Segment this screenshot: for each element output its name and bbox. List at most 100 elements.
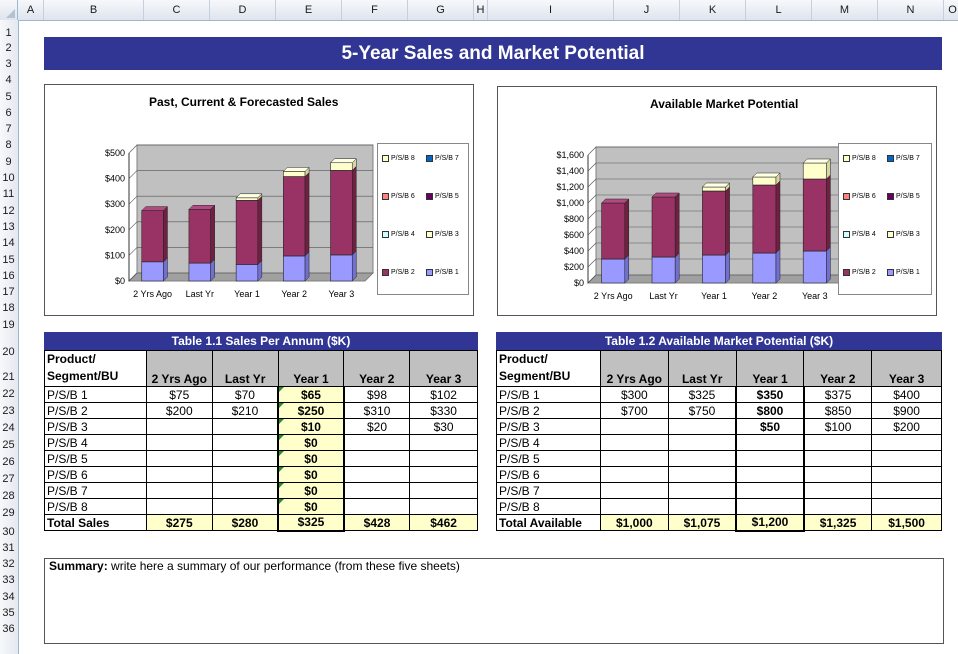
table-cell[interactable]: P/S/B 3: [44, 418, 147, 435]
row-header-8[interactable]: 8: [5, 139, 12, 151]
table-cell[interactable]: [667, 482, 737, 499]
row-header-35[interactable]: 35: [2, 607, 15, 619]
total-cell[interactable]: $428: [343, 514, 411, 531]
row-header-29[interactable]: 29: [2, 507, 15, 519]
table-cell[interactable]: [145, 498, 213, 515]
table-cell[interactable]: [211, 450, 279, 467]
table-cell[interactable]: $0: [277, 434, 345, 451]
column-header-E[interactable]: E: [276, 0, 342, 20]
column-header-G[interactable]: G: [408, 0, 474, 20]
row-header-3[interactable]: 3: [5, 58, 12, 70]
sales-chart[interactable]: Past, Current & Forecasted Sales $0 $100 $…: [44, 84, 474, 316]
table-cell[interactable]: [871, 434, 942, 451]
table-cell[interactable]: [211, 498, 279, 515]
table-cell[interactable]: $375: [803, 386, 873, 403]
table-cell[interactable]: $325: [667, 386, 737, 403]
table-cell[interactable]: P/S/B 5: [44, 450, 147, 467]
row-header-11[interactable]: 11: [2, 188, 15, 200]
table-cell[interactable]: $0: [277, 466, 345, 483]
table-cell[interactable]: [343, 482, 411, 499]
row-header-19[interactable]: 19: [2, 319, 15, 331]
table-cell[interactable]: [145, 434, 213, 451]
row-header-22[interactable]: 22: [2, 388, 15, 400]
market-chart[interactable]: Available Market Potential $0 $200 $400 $60…: [497, 86, 937, 316]
table-cell[interactable]: P/S/B 5: [496, 450, 601, 467]
table-cell[interactable]: P/S/B 1: [44, 386, 147, 403]
table-cell[interactable]: [803, 466, 873, 483]
table-cell[interactable]: P/S/B 6: [44, 466, 147, 483]
row-header-34[interactable]: 34: [2, 591, 15, 603]
table-cell[interactable]: $98: [343, 386, 411, 403]
table-cell[interactable]: $900: [871, 402, 942, 419]
table-cell[interactable]: $800: [735, 402, 805, 419]
table-cell[interactable]: $0: [277, 498, 345, 515]
row-header-26[interactable]: 26: [2, 456, 15, 468]
table-cell[interactable]: [735, 498, 805, 515]
row-header-6[interactable]: 6: [5, 107, 12, 119]
table-cell[interactable]: [599, 498, 669, 515]
total-cell[interactable]: Total Available: [496, 514, 601, 531]
table-cell[interactable]: [803, 450, 873, 467]
table-cell[interactable]: [871, 450, 942, 467]
table-cell[interactable]: [871, 498, 942, 515]
table-cell[interactable]: P/S/B 8: [44, 498, 147, 515]
table-cell[interactable]: $330: [409, 402, 478, 419]
table-cell[interactable]: $210: [211, 402, 279, 419]
table-cell[interactable]: P/S/B 2: [44, 402, 147, 419]
column-header-B[interactable]: B: [44, 0, 144, 20]
table-cell[interactable]: [409, 498, 478, 515]
row-header-4[interactable]: 4: [5, 74, 12, 86]
table-cell[interactable]: [599, 466, 669, 483]
table-cell[interactable]: [409, 434, 478, 451]
total-cell[interactable]: $325: [277, 514, 345, 532]
total-cell[interactable]: $275: [145, 514, 213, 531]
table-cell[interactable]: [343, 450, 411, 467]
table-cell[interactable]: $700: [599, 402, 669, 419]
table-cell[interactable]: $750: [667, 402, 737, 419]
table-cell[interactable]: [871, 466, 942, 483]
table-cell[interactable]: $100: [803, 418, 873, 435]
column-header-J[interactable]: J: [614, 0, 680, 20]
row-header-25[interactable]: 25: [2, 439, 15, 451]
table-cell[interactable]: P/S/B 6: [496, 466, 601, 483]
table-cell[interactable]: $65: [277, 386, 345, 403]
row-header-24[interactable]: 24: [2, 422, 15, 434]
row-header-17[interactable]: 17: [2, 286, 15, 298]
table-cell[interactable]: P/S/B 2: [496, 402, 601, 419]
row-header-12[interactable]: 12: [2, 205, 15, 217]
total-cell[interactable]: $280: [211, 514, 279, 531]
table-cell[interactable]: [599, 450, 669, 467]
table-cell[interactable]: $850: [803, 402, 873, 419]
table-cell[interactable]: [735, 450, 805, 467]
total-cell[interactable]: $1,000: [599, 514, 669, 531]
column-header-L[interactable]: L: [746, 0, 812, 20]
table-cell[interactable]: [735, 466, 805, 483]
row-header-2[interactable]: 2: [5, 42, 12, 54]
table-cell[interactable]: P/S/B 4: [496, 434, 601, 451]
table-cell[interactable]: [735, 482, 805, 499]
column-header-D[interactable]: D: [210, 0, 276, 20]
row-header-18[interactable]: 18: [2, 302, 15, 314]
table-cell[interactable]: [211, 434, 279, 451]
table-cell[interactable]: [803, 498, 873, 515]
total-cell[interactable]: $1,500: [871, 514, 942, 531]
row-header-10[interactable]: 10: [2, 172, 15, 184]
row-header-30[interactable]: 30: [2, 526, 15, 538]
table-cell[interactable]: $400: [871, 386, 942, 403]
row-header-15[interactable]: 15: [2, 254, 15, 266]
column-header-A[interactable]: A: [18, 0, 44, 20]
table-cell[interactable]: [667, 418, 737, 435]
table-cell[interactable]: [145, 482, 213, 499]
table-cell[interactable]: $310: [343, 402, 411, 419]
table-cell[interactable]: $75: [145, 386, 213, 403]
row-header-7[interactable]: 7: [5, 123, 12, 135]
table-cell[interactable]: [599, 434, 669, 451]
table-cell[interactable]: [599, 482, 669, 499]
row-header-13[interactable]: 13: [2, 221, 15, 233]
row-header-21[interactable]: 21: [2, 371, 15, 383]
table-cell[interactable]: [667, 466, 737, 483]
table-cell[interactable]: [145, 450, 213, 467]
table-cell[interactable]: [409, 450, 478, 467]
table-cell[interactable]: [145, 466, 213, 483]
column-header-K[interactable]: K: [680, 0, 746, 20]
